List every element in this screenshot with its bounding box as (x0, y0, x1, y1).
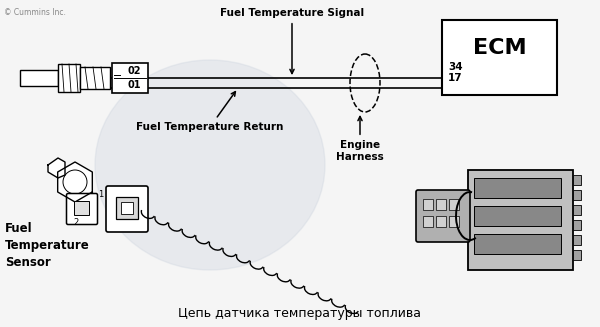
Bar (573, 175, 581, 185)
Text: 34: 34 (448, 62, 463, 72)
Bar (423, 216, 433, 227)
Text: Engine
Harness: Engine Harness (336, 116, 384, 162)
Polygon shape (58, 162, 92, 202)
Bar (573, 220, 581, 230)
Bar (474, 234, 561, 254)
Bar (468, 170, 573, 270)
Bar (116, 197, 138, 219)
Bar (423, 199, 433, 210)
Text: © Cummins Inc.: © Cummins Inc. (4, 8, 66, 17)
Bar (436, 199, 446, 210)
Ellipse shape (95, 60, 325, 270)
Bar (436, 216, 446, 227)
Bar (449, 199, 459, 210)
Text: 17: 17 (448, 73, 463, 83)
Bar (112, 63, 148, 93)
Bar (573, 190, 581, 200)
Text: Fuel
Temperature
Sensor: Fuel Temperature Sensor (5, 222, 90, 269)
Bar (573, 205, 581, 215)
Text: Цепь датчика температуры топлива: Цепь датчика температуры топлива (179, 307, 421, 320)
Text: ECM: ECM (473, 38, 526, 58)
FancyBboxPatch shape (67, 194, 97, 225)
FancyBboxPatch shape (416, 190, 470, 242)
Polygon shape (48, 158, 65, 178)
Text: Fuel Temperature Signal: Fuel Temperature Signal (220, 8, 364, 74)
Text: 1: 1 (98, 190, 103, 199)
Bar (20, 70, 58, 86)
Bar (573, 235, 581, 245)
FancyBboxPatch shape (106, 186, 148, 232)
Bar (474, 206, 561, 226)
Bar (474, 178, 561, 198)
Bar (74, 201, 89, 215)
Bar (442, 20, 557, 95)
Bar (573, 250, 581, 260)
Bar (58, 64, 80, 92)
Circle shape (63, 170, 87, 194)
Text: 02: 02 (128, 66, 141, 76)
Bar (80, 67, 110, 89)
Text: 01: 01 (128, 80, 141, 90)
Text: 2: 2 (73, 218, 79, 227)
Text: Fuel Temperature Return: Fuel Temperature Return (136, 92, 284, 132)
Bar (121, 202, 133, 214)
Bar (449, 216, 459, 227)
